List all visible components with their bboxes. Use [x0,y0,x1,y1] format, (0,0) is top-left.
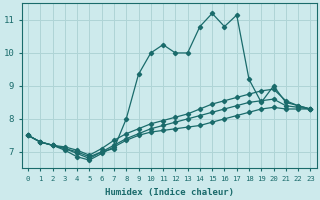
X-axis label: Humidex (Indice chaleur): Humidex (Indice chaleur) [105,188,234,197]
